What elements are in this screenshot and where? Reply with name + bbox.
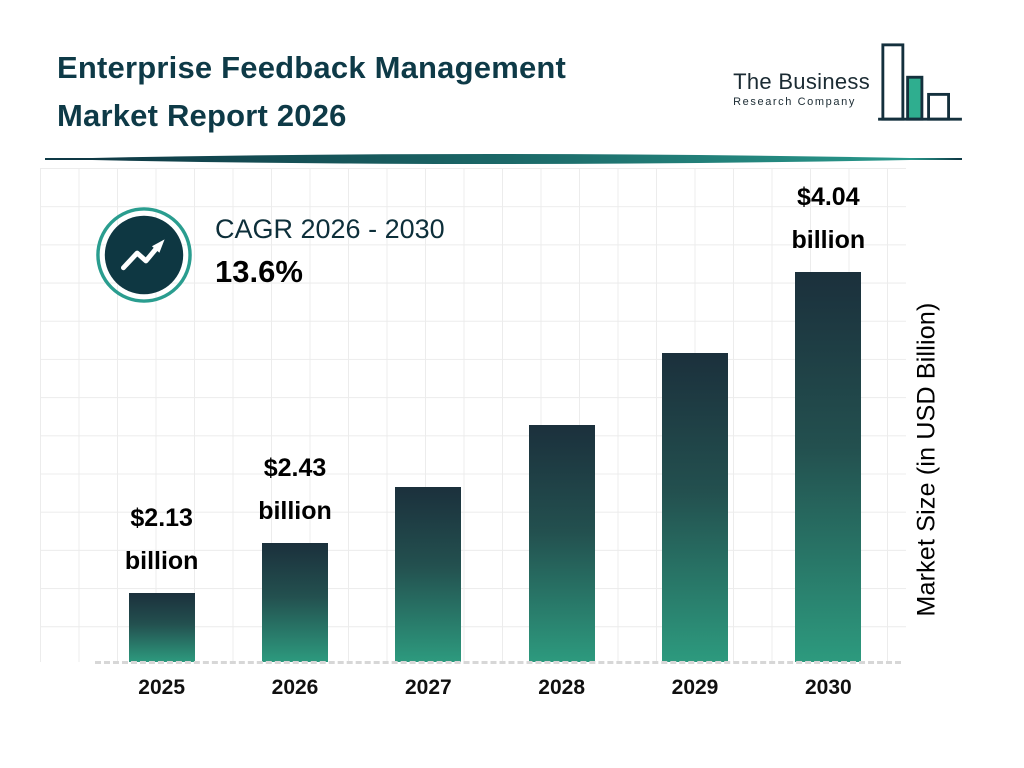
bar-2029 — [662, 353, 728, 662]
company-logo: The Business Research Company — [733, 42, 964, 122]
bar-2026 — [262, 543, 328, 662]
bar-2030 — [795, 272, 862, 662]
chart-area: CAGR 2026 - 2030 13.6% 2025 2026 2027 2028 2… — [0, 168, 1024, 728]
company-logo-text: The Business Research Company — [733, 69, 870, 122]
bar-chart-logo-icon — [878, 43, 962, 121]
x-tick-2029: 2029 — [671, 676, 719, 699]
x-axis-baseline — [95, 661, 901, 664]
bar-series: 2025 2026 2027 2028 2029 2030 $2.13 billion $2.4… — [95, 168, 895, 699]
bar-2028 — [528, 425, 595, 662]
cagr-value: 13.6% — [215, 254, 303, 289]
y-axis-title: Market Size (in USD Billion) — [912, 302, 941, 617]
trend-arrow-icon — [96, 207, 192, 303]
chart-gridlines — [40, 168, 906, 662]
page-title-line1: Enterprise Feedback Management — [57, 50, 567, 85]
bar-2025 — [128, 593, 195, 662]
x-tick-2027: 2027 — [404, 676, 452, 699]
value-label-2030: $4.04 billion — [791, 183, 866, 254]
cagr-label: CAGR 2026 - 2030 — [215, 214, 445, 244]
x-tick-2028: 2028 — [538, 676, 586, 699]
bar-2027 — [395, 487, 462, 662]
company-name: The Business — [733, 69, 870, 94]
page-title: Enterprise Feedback Management Market Re… — [57, 44, 566, 140]
company-subtitle: Research Company — [733, 96, 856, 108]
page-title-line2: Market Report 2026 — [57, 98, 347, 133]
divider-line — [45, 154, 962, 164]
x-tick-2026: 2026 — [271, 676, 319, 699]
x-tick-2030: 2030 — [804, 676, 852, 699]
value-label-2025: $2.13 billion — [124, 504, 199, 575]
x-tick-2025: 2025 — [138, 676, 186, 699]
value-label-2026: $2.43 billion — [258, 454, 332, 525]
cagr-text: CAGR 2026 - 2030 13.6% — [215, 206, 445, 290]
cagr-badge: CAGR 2026 - 2030 13.6% — [95, 206, 445, 304]
